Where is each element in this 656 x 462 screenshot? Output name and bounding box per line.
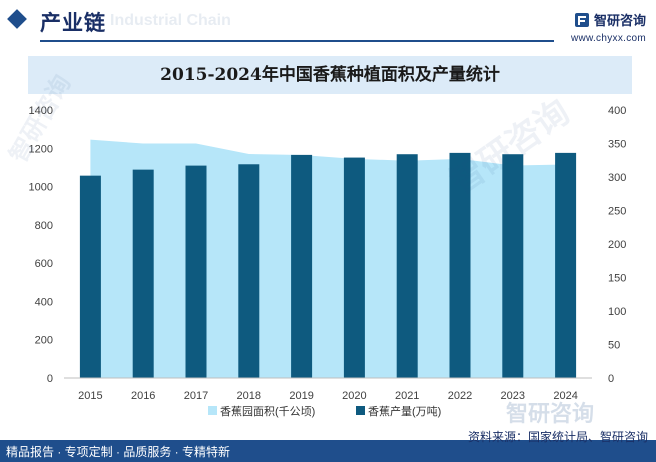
legend: 香蕉园面积(千公顷) 香蕉产量(万吨) [208,404,441,418]
right-tick-label: 350 [608,139,626,151]
x-tick-label: 2023 [501,390,525,402]
right-tick-label: 200 [608,239,626,251]
legend-label-bar: 香蕉产量(万吨) [368,404,441,418]
left-tick-label: 600 [35,258,53,270]
bar-2016 [132,169,154,378]
right-tick-label: 300 [608,172,626,184]
bar-2017 [185,165,207,378]
x-tick-label: 2019 [289,390,313,402]
header-bar: 产业链 Industrial Chain 智研咨询 www.chyxx.com [0,0,656,44]
right-tick-label: 100 [608,306,626,318]
legend-swatch-bar [356,406,365,415]
bar-2021 [396,154,418,378]
left-tick-label: 1200 [29,143,53,155]
left-tick-label: 1400 [29,105,53,117]
bar-layer [79,152,577,378]
left-tick-label: 800 [35,220,53,232]
footer-brand-logo: 智研咨询 [506,401,595,426]
right-tick-label: 50 [608,340,620,352]
legend-swatch-area [208,406,217,415]
bar-2020 [343,157,365,378]
area-series-fill [90,139,566,378]
brand-block: 智研咨询 www.chyxx.com [571,10,646,44]
bar-2024 [555,152,577,378]
chart-title: 2015-2024年中国香蕉种植面积及产量统计 [160,65,500,85]
x-tick-label: 2020 [342,390,366,402]
bar-2022 [449,152,471,378]
x-tick-label: 2022 [448,390,472,402]
right-tick-label: 0 [608,373,614,385]
bar-2015 [79,175,101,378]
right-tick-label: 150 [608,273,626,285]
bar-2019 [291,154,313,378]
x-tick-label: 2016 [131,390,155,402]
x-tick-label: 2017 [184,390,208,402]
left-tick-label: 200 [35,335,53,347]
header-divider [40,40,554,42]
bar-2023 [502,154,524,378]
x-tick-label: 2018 [237,390,261,402]
area-layer [90,139,566,378]
brand-url: www.chyxx.com [570,33,646,44]
x-tick-label: 2021 [395,390,419,402]
chart-svg: 0 200 400 600 800 1000 1200 1400 0 50 100 150 200 250… [29,105,627,418]
brand-name: 智研咨询 [593,13,646,28]
footer-slogan: 精品报告 · 专项定制 · 品质服务 · 专精特新 [6,445,230,459]
right-tick-label: 400 [608,105,626,117]
right-tick-label: 250 [608,206,626,218]
chart-title-band: 2015-2024年中国香蕉种植面积及产量统计 [28,56,632,94]
left-tick-label: 1000 [29,182,53,194]
x-tick-label: 2015 [78,390,102,402]
x-tick-label: 2024 [553,390,577,402]
bar-2018 [238,164,260,378]
source-note: 资料来源：国家统计局、智研咨询 [467,430,648,444]
left-tick-label: 0 [47,373,53,385]
header-watermark: Industrial Chain [110,12,231,29]
left-tick-label: 400 [35,296,53,308]
footer-bar: 精品报告 · 专项定制 · 品质服务 · 专精特新 资料来源：国家统计局、智研咨… [0,430,656,462]
legend-label-area: 香蕉园面积(千公顷) [220,405,315,418]
brand-logo-icon [574,12,589,27]
section-title: 产业链 [40,12,106,35]
axis-layer: 0 200 400 600 800 1000 1200 1400 0 50 100 150 200 250… [29,105,627,402]
